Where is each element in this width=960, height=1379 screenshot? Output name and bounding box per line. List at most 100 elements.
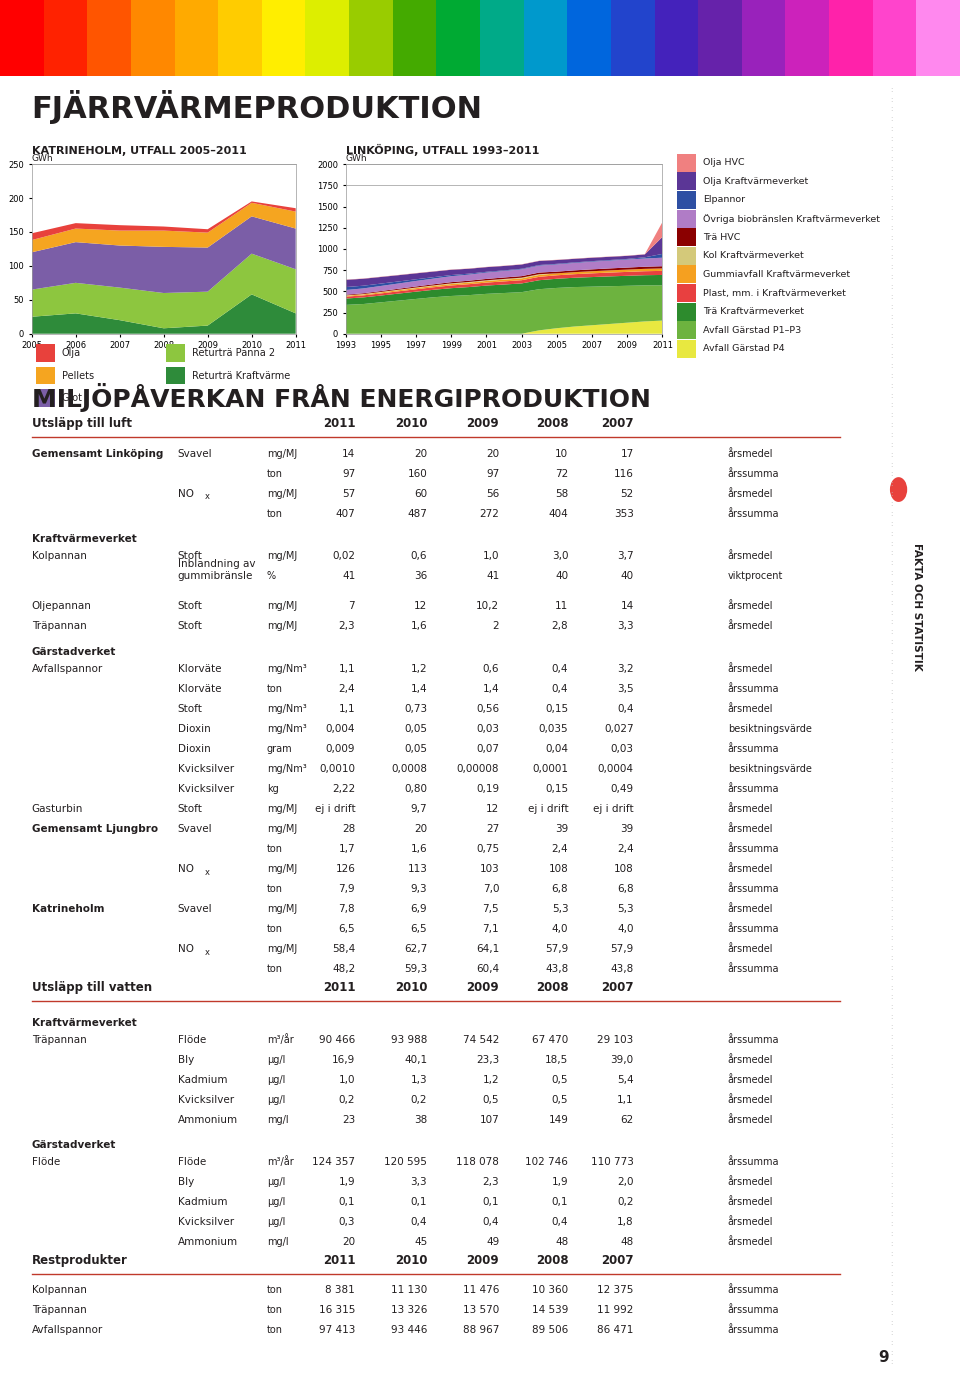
Text: :: : [890, 244, 892, 251]
Text: :: : [890, 343, 892, 349]
Text: :: : [890, 1083, 892, 1089]
Text: 11 992: 11 992 [597, 1306, 634, 1316]
Text: :: : [890, 372, 892, 379]
Text: :: : [890, 896, 892, 902]
Text: :: : [890, 412, 892, 418]
Text: 1,4: 1,4 [483, 684, 499, 694]
Text: x: x [204, 947, 209, 957]
Text: :: : [890, 403, 892, 408]
Text: Gemensamt Linköping: Gemensamt Linköping [32, 448, 163, 458]
Text: :: : [890, 718, 892, 724]
Text: 57,9: 57,9 [611, 943, 634, 954]
Text: :: : [890, 1310, 892, 1316]
Text: :: : [890, 1153, 892, 1158]
Text: 97: 97 [342, 469, 355, 479]
Text: :: : [890, 234, 892, 241]
Text: :: : [890, 462, 892, 467]
Text: 0,2: 0,2 [617, 1197, 634, 1207]
Text: :: : [890, 1201, 892, 1208]
Text: Dioxin: Dioxin [178, 724, 210, 734]
Text: 1,2: 1,2 [411, 663, 427, 674]
Text: 5,3: 5,3 [617, 903, 634, 914]
Text: Kvicksilver: Kvicksilver [178, 764, 233, 774]
Text: årsmedel: årsmedel [728, 1114, 773, 1124]
Text: mg/MJ: mg/MJ [267, 823, 298, 834]
Text: 20: 20 [414, 823, 427, 834]
Text: 97: 97 [486, 469, 499, 479]
Text: 40: 40 [555, 571, 568, 581]
Text: 0,15: 0,15 [545, 783, 568, 794]
Text: mg/l: mg/l [267, 1237, 289, 1247]
Text: 7,8: 7,8 [339, 903, 355, 914]
Text: :: : [890, 215, 892, 221]
Text: 0,1: 0,1 [339, 1197, 355, 1207]
Text: 0,03: 0,03 [611, 743, 634, 754]
Text: årsmedel: årsmedel [728, 863, 773, 874]
Text: 0,4: 0,4 [411, 1218, 427, 1227]
Text: :: : [890, 945, 892, 952]
Text: 9: 9 [877, 1350, 889, 1365]
Text: :: : [890, 856, 892, 862]
Bar [829, 0, 875, 76]
Text: :: : [890, 481, 892, 487]
Text: 102 746: 102 746 [525, 1157, 568, 1167]
Text: :: : [890, 778, 892, 783]
Text: Flöde: Flöde [178, 1034, 205, 1044]
Text: Gummiavfall Kraftvärmeverket: Gummiavfall Kraftvärmeverket [703, 270, 851, 279]
Text: Bly: Bly [178, 1178, 194, 1187]
Text: mg/MJ: mg/MJ [267, 943, 298, 954]
Text: 272: 272 [479, 509, 499, 519]
Text: 43,8: 43,8 [611, 964, 634, 974]
Text: årsmedel: årsmedel [728, 903, 773, 914]
Text: kg: kg [267, 783, 278, 794]
Text: m³/år: m³/år [267, 1034, 294, 1044]
Text: :: : [890, 1073, 892, 1080]
Text: ton: ton [267, 1285, 283, 1295]
Text: 0,5: 0,5 [552, 1074, 568, 1084]
Text: 5,3: 5,3 [552, 903, 568, 914]
Text: :: : [890, 1270, 892, 1277]
Text: 126: 126 [335, 863, 355, 874]
Text: Bly: Bly [178, 1055, 194, 1065]
Text: mg/Nm³: mg/Nm³ [267, 703, 306, 714]
Text: årssumma: årssumma [728, 884, 780, 894]
Text: mg/MJ: mg/MJ [267, 552, 298, 561]
Text: 1,8: 1,8 [617, 1218, 634, 1227]
Text: :: : [890, 1300, 892, 1306]
Text: Stoft: Stoft [178, 552, 203, 561]
Text: 23,3: 23,3 [476, 1055, 499, 1065]
Text: 0,0010: 0,0010 [319, 764, 355, 774]
Text: :: : [890, 1054, 892, 1059]
Text: 5,4: 5,4 [617, 1074, 634, 1084]
Text: m³/år: m³/år [267, 1156, 294, 1167]
Text: 0,4: 0,4 [552, 1218, 568, 1227]
Text: Svavel: Svavel [178, 823, 212, 834]
Text: :: : [890, 816, 892, 823]
Text: 0,035: 0,035 [539, 724, 568, 734]
Text: 2010: 2010 [395, 1254, 427, 1267]
Text: 10: 10 [555, 448, 568, 458]
Text: Kraftvärmeverket: Kraftvärmeverket [32, 1018, 136, 1027]
Text: årssumma: årssumma [728, 1325, 780, 1335]
Text: :: : [890, 650, 892, 655]
Text: :: : [890, 294, 892, 299]
Text: 4,0: 4,0 [617, 924, 634, 934]
Text: 0,6: 0,6 [483, 663, 499, 674]
Text: årsmedel: årsmedel [728, 552, 773, 561]
Text: :: : [890, 1340, 892, 1346]
Text: 9,7: 9,7 [411, 804, 427, 814]
Text: :: : [890, 747, 892, 754]
Text: årsmedel: årsmedel [728, 663, 773, 674]
Text: :: : [890, 363, 892, 370]
Text: :: : [890, 659, 892, 665]
Text: Stoft: Stoft [178, 804, 203, 814]
Text: 2010: 2010 [395, 980, 427, 994]
Text: :: : [890, 757, 892, 764]
Text: 0,4: 0,4 [552, 663, 568, 674]
Text: årsmedel: årsmedel [728, 1055, 773, 1065]
Text: :: : [890, 313, 892, 320]
Text: Övriga biobränslen Kraftvärmeverket: Övriga biobränslen Kraftvärmeverket [703, 214, 880, 223]
Text: :: : [890, 125, 892, 132]
Text: Inblandning av
gummibränsle: Inblandning av gummibränsle [178, 560, 255, 581]
Text: årsmedel: årsmedel [728, 1074, 773, 1084]
